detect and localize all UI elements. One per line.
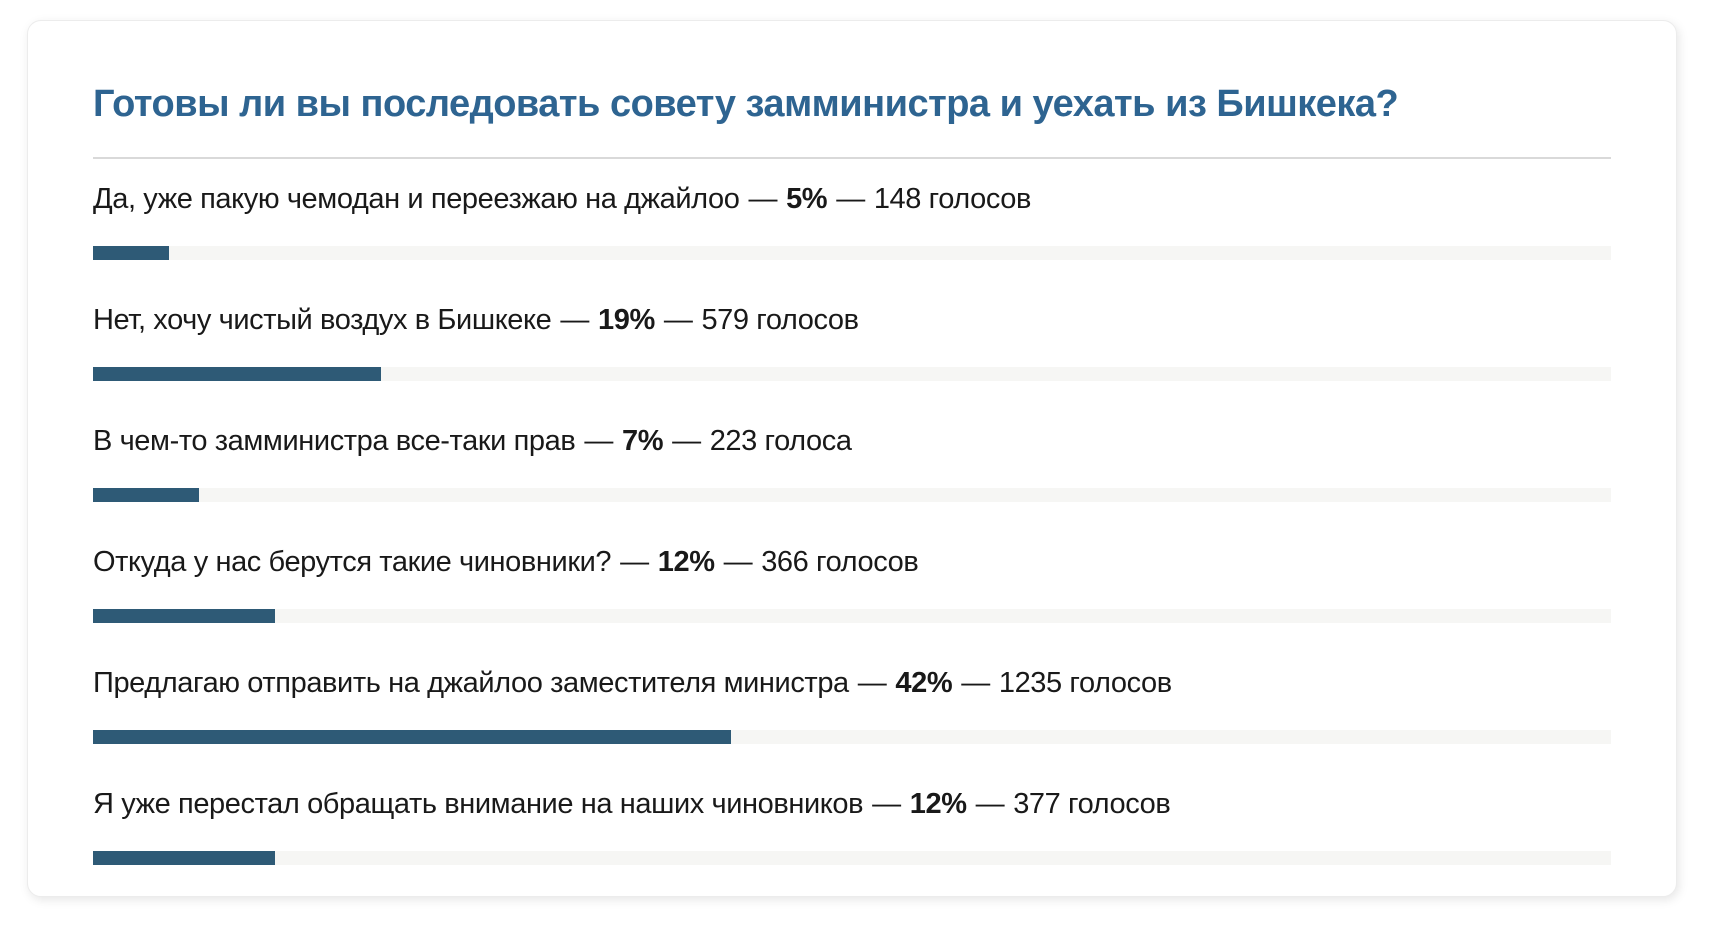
dash-separator: — [584, 424, 613, 457]
title-divider [93, 156, 1611, 159]
poll-option-row: Я уже перестал обращать внимание на наши… [93, 787, 1611, 865]
dash-separator: — [857, 666, 887, 699]
option-votes: 1235 голосов [998, 666, 1172, 699]
result-bar-fill [93, 487, 200, 502]
option-label: Предлагаю отправить на джайлоо заместите… [93, 666, 1611, 700]
option-label: Откуда у нас берутся такие чиновники? —12… [93, 545, 1611, 579]
option-votes: 148 голосов [873, 182, 1032, 215]
dash-separator: — [560, 303, 589, 336]
dash-separator: — [836, 182, 865, 215]
poll-option-row: В чем-то замминистра все-таки прав —7% —22… [93, 424, 1611, 502]
result-bar-track [93, 729, 1611, 744]
option-text: Да, уже пакую чемодан и переезжаю на джа… [93, 182, 740, 215]
poll-option-row: Откуда у нас берутся такие чиновники? —12… [93, 545, 1611, 623]
option-text: В чем-то замминистра все-таки прав [93, 424, 576, 457]
option-text: Предлагаю отправить на джайлоо заместите… [93, 666, 849, 699]
poll-option-row: Да, уже пакую чемодан и переезжаю на джа… [93, 182, 1611, 260]
dash-separator: — [620, 545, 649, 578]
poll-option-row: Предлагаю отправить на джайлоо заместите… [93, 666, 1611, 744]
dash-separator: — [663, 303, 693, 336]
option-votes: 579 голосов [701, 303, 859, 336]
option-text: Откуда у нас берутся такие чиновники? [93, 545, 612, 578]
option-text: Я уже перестал обращать внимание на наши… [93, 787, 864, 820]
result-bar-track [93, 245, 1611, 260]
result-bar-track [93, 608, 1611, 623]
option-text: Нет, хочу чистый воздух в Бишкеке [93, 303, 552, 336]
dash-separator: — [723, 545, 753, 578]
result-bar-fill [93, 366, 382, 381]
option-percent: 19% [598, 303, 655, 336]
result-bar-fill [93, 245, 169, 260]
result-bar-fill [93, 850, 276, 865]
result-bar-fill [93, 608, 276, 623]
dash-separator: — [975, 787, 1005, 820]
option-votes: 223 голоса [709, 424, 852, 457]
dash-separator: — [672, 424, 701, 457]
result-bar-fill [93, 729, 731, 744]
option-percent: 12% [909, 787, 967, 820]
option-percent: 7% [621, 424, 664, 457]
option-label: В чем-то замминистра все-таки прав —7% —22… [93, 424, 1611, 458]
option-label: Да, уже пакую чемодан и переезжаю на джа… [93, 182, 1611, 216]
poll-results-card: Готовы ли вы последовать совету замминис… [27, 20, 1677, 897]
option-percent: 12% [657, 545, 715, 578]
poll-question: Готовы ли вы последовать совету замминис… [93, 83, 1399, 125]
option-label: Нет, хочу чистый воздух в Бишкеке —19% —57… [93, 303, 1611, 337]
dash-separator: — [872, 787, 901, 820]
dash-separator: — [748, 182, 778, 215]
poll-options-list: Да, уже пакую чемодан и переезжаю на джа… [93, 182, 1611, 865]
dash-separator: — [961, 666, 990, 699]
poll-option-row: Нет, хочу чистый воздух в Бишкеке —19% —57… [93, 303, 1611, 381]
result-bar-track [93, 850, 1611, 865]
result-bar-track [93, 487, 1611, 502]
option-percent: 5% [786, 182, 828, 215]
option-votes: 366 голосов [761, 545, 919, 578]
option-percent: 42% [895, 666, 953, 699]
option-votes: 377 голосов [1013, 787, 1171, 820]
result-bar-track [93, 366, 1611, 381]
option-label: Я уже перестал обращать внимание на наши… [93, 787, 1611, 821]
